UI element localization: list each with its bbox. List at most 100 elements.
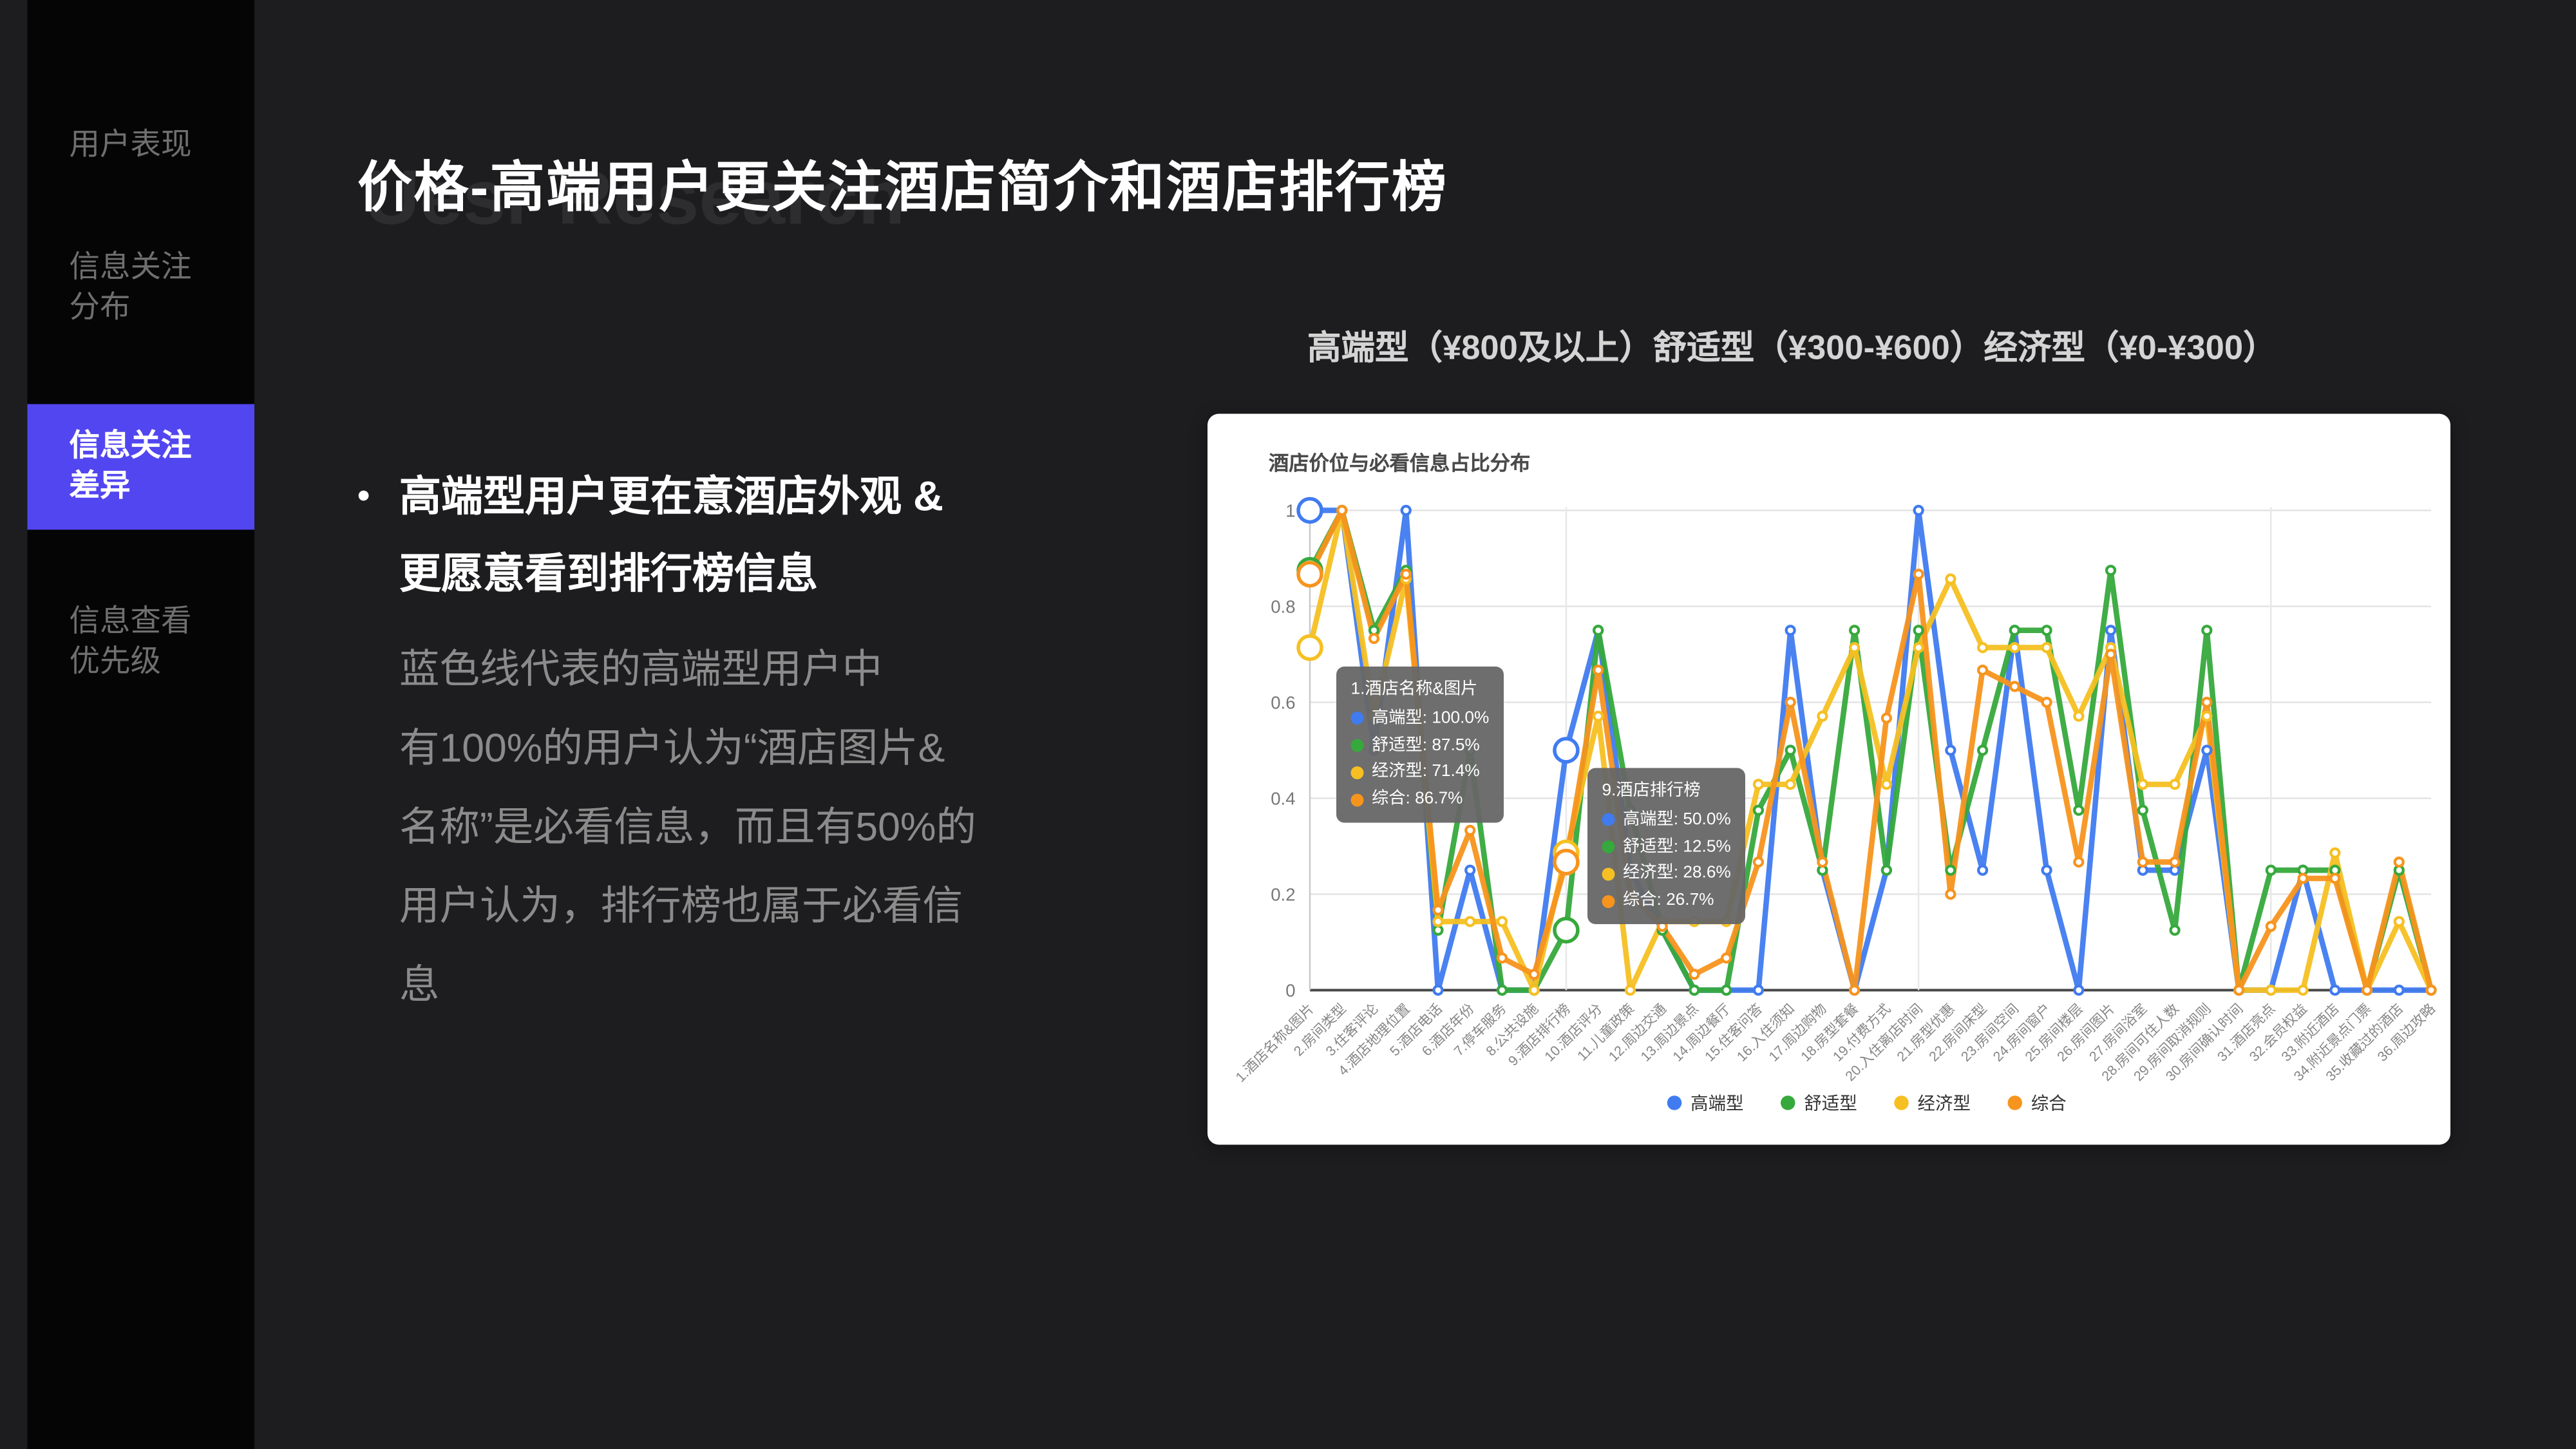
legend-label[interactable]: 经济型 — [1918, 1094, 1971, 1113]
data-point[interactable] — [1752, 984, 1765, 996]
data-point[interactable] — [1721, 952, 1732, 964]
highlighted-data-point[interactable] — [1553, 848, 1580, 876]
data-point[interactable] — [1593, 664, 1604, 676]
data-point[interactable] — [1976, 864, 1989, 876]
data-point[interactable] — [2137, 804, 2148, 816]
data-point[interactable] — [2169, 924, 2181, 936]
highlighted-data-point[interactable] — [1296, 497, 1323, 524]
data-point[interactable] — [2105, 649, 2117, 660]
data-point[interactable] — [1752, 804, 1765, 816]
legend-label[interactable]: 综合 — [2031, 1094, 2067, 1113]
legend-label[interactable]: 舒适型 — [1804, 1094, 1857, 1113]
data-point[interactable] — [2265, 920, 2277, 933]
sidebar-item-user-performance[interactable]: 用户表现 — [28, 126, 255, 166]
data-point[interactable] — [1464, 824, 1476, 837]
data-point[interactable] — [1913, 641, 1924, 654]
data-point[interactable] — [2009, 681, 2020, 692]
highlighted-data-point[interactable] — [1553, 737, 1580, 764]
data-point[interactable] — [1752, 856, 1765, 868]
data-point[interactable] — [2105, 565, 2117, 576]
data-point[interactable] — [2297, 873, 2309, 884]
data-point[interactable] — [1624, 984, 1636, 996]
data-point[interactable] — [2393, 916, 2405, 927]
data-point[interactable] — [2105, 625, 2117, 636]
data-point[interactable] — [2233, 984, 2245, 996]
highlighted-data-point[interactable] — [1296, 560, 1323, 588]
data-point[interactable] — [2137, 779, 2148, 790]
data-point[interactable] — [2041, 696, 2052, 708]
data-point[interactable] — [1496, 916, 1508, 927]
sidebar-item-info-attention-distribution[interactable]: 信息关注 分布 — [28, 248, 255, 328]
data-point[interactable] — [1913, 504, 1924, 516]
data-point[interactable] — [1817, 856, 1828, 868]
data-point[interactable] — [1528, 969, 1540, 980]
data-point[interactable] — [2297, 984, 2309, 996]
data-point[interactable] — [1945, 888, 1956, 900]
data-point[interactable] — [1880, 779, 1892, 790]
sidebar-item-info-attention-difference[interactable]: 信息关注 差异 — [27, 404, 254, 530]
data-point[interactable] — [2073, 710, 2085, 722]
data-point[interactable] — [1945, 744, 1956, 756]
data-point[interactable] — [1368, 632, 1380, 645]
data-point[interactable] — [2201, 744, 2213, 756]
data-point[interactable] — [1432, 904, 1444, 916]
data-point[interactable] — [1496, 984, 1508, 996]
data-point[interactable] — [1976, 641, 1989, 654]
data-point[interactable] — [2393, 856, 2405, 868]
data-point[interactable] — [1880, 712, 1892, 724]
sidebar-item-info-view-priority[interactable]: 信息查看 优先级 — [28, 602, 255, 683]
data-point[interactable] — [1785, 696, 1796, 708]
data-point[interactable] — [1913, 568, 1924, 580]
legend-label[interactable]: 高端型 — [1690, 1094, 1744, 1113]
data-point[interactable] — [1496, 952, 1508, 964]
data-point[interactable] — [1464, 916, 1476, 927]
data-point[interactable] — [1945, 864, 1956, 876]
data-point[interactable] — [2329, 984, 2341, 996]
data-point[interactable] — [2201, 696, 2213, 708]
data-point[interactable] — [1752, 779, 1765, 790]
data-point[interactable] — [2329, 847, 2341, 859]
data-point[interactable] — [2073, 856, 2085, 868]
data-point[interactable] — [1593, 710, 1604, 722]
data-point[interactable] — [1432, 984, 1444, 996]
data-point[interactable] — [2169, 779, 2181, 790]
data-point[interactable] — [2393, 984, 2405, 996]
data-point[interactable] — [1785, 625, 1796, 636]
data-point[interactable] — [2041, 625, 2052, 636]
data-point[interactable] — [1849, 984, 1861, 996]
data-point[interactable] — [2137, 856, 2148, 868]
data-point[interactable] — [1976, 664, 1989, 676]
data-point[interactable] — [1432, 924, 1444, 936]
data-point[interactable] — [2201, 625, 2213, 636]
data-point[interactable] — [1945, 573, 1956, 585]
data-point[interactable] — [2073, 804, 2085, 816]
data-point[interactable] — [2041, 864, 2052, 876]
data-point[interactable] — [1689, 969, 1700, 980]
data-point[interactable] — [2009, 625, 2020, 636]
data-point[interactable] — [1593, 625, 1604, 636]
data-point[interactable] — [1785, 744, 1796, 756]
data-point[interactable] — [2201, 710, 2213, 722]
data-point[interactable] — [1880, 864, 1892, 876]
data-point[interactable] — [1976, 744, 1989, 756]
data-point[interactable] — [1336, 504, 1348, 516]
data-point[interactable] — [2329, 873, 2341, 884]
data-point[interactable] — [1721, 984, 1732, 996]
data-point[interactable] — [1400, 568, 1412, 580]
data-point[interactable] — [2041, 641, 2052, 654]
data-point[interactable] — [2265, 984, 2277, 996]
highlighted-data-point[interactable] — [1296, 634, 1323, 661]
highlighted-data-point[interactable] — [1553, 916, 1580, 944]
data-point[interactable] — [2265, 864, 2277, 876]
data-point[interactable] — [1689, 984, 1700, 996]
data-point[interactable] — [1400, 504, 1412, 516]
data-point[interactable] — [2073, 984, 2085, 996]
data-point[interactable] — [1817, 710, 1828, 722]
data-point[interactable] — [2425, 984, 2437, 996]
data-point[interactable] — [2169, 856, 2181, 868]
data-point[interactable] — [1913, 625, 1924, 636]
data-point[interactable] — [1849, 641, 1861, 654]
data-point[interactable] — [1528, 984, 1540, 996]
data-point[interactable] — [1785, 779, 1796, 790]
data-point[interactable] — [2361, 984, 2373, 996]
